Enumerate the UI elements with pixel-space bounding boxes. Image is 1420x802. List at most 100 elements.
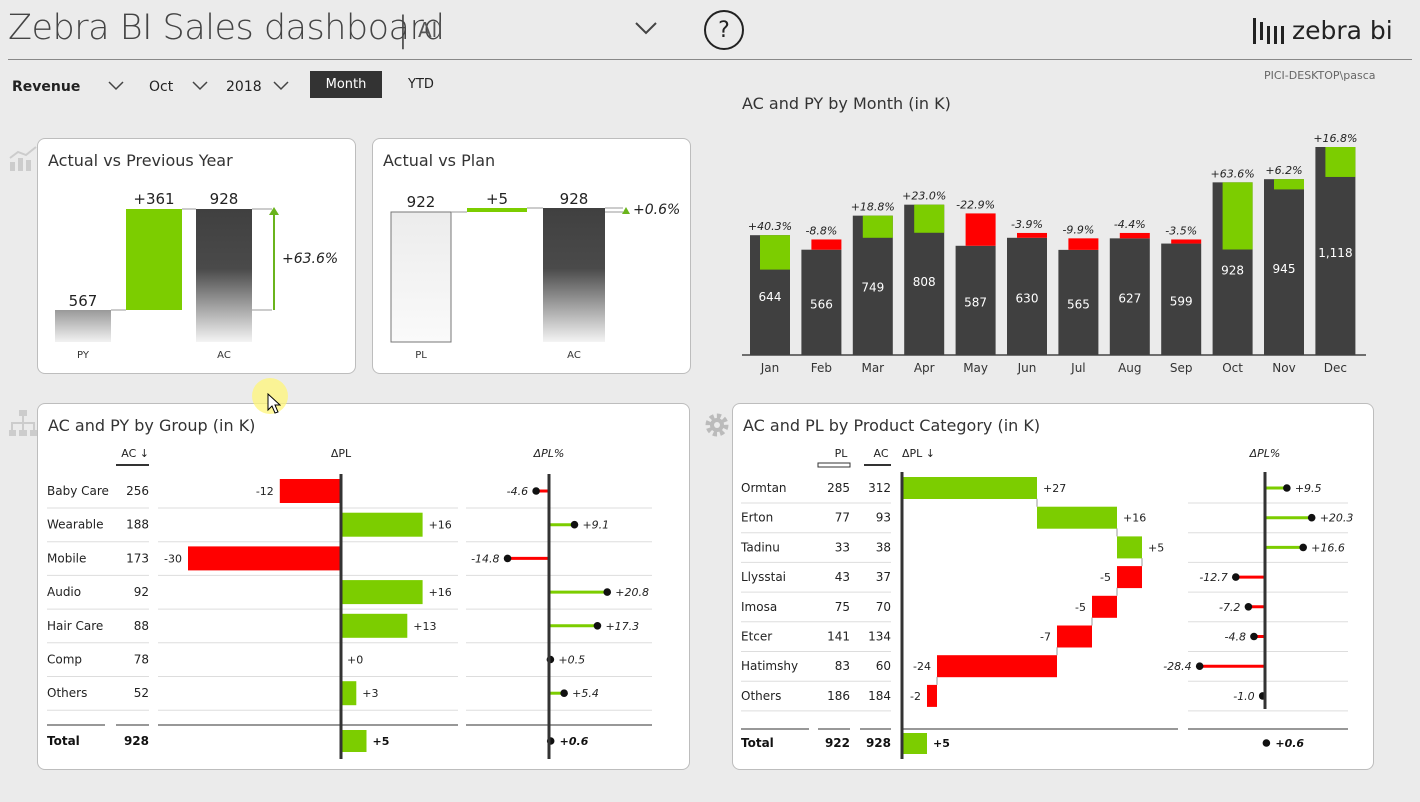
dplpct-column-header: ΔPL% (1249, 447, 1281, 460)
dpl-column-header[interactable]: ΔPL ↓ (902, 447, 935, 460)
monthly-bar-chart: 644 +40.3% Jan 566 -8.8% Feb 749 +18.8% Mar 808 +2… (742, 132, 1366, 375)
variance-label: +16 (429, 586, 452, 599)
ac-cell: 60 (876, 659, 891, 673)
chevron-down-icon[interactable] (108, 81, 124, 91)
delta-pct-label: +6.2% (1265, 164, 1302, 177)
ac-column-header: AC (873, 447, 888, 460)
ac-bar (1007, 237, 1047, 355)
waterfall-bar (937, 655, 1057, 678)
row-label: Etcer (741, 630, 772, 644)
ac-bar (852, 215, 893, 355)
ac-cell: 312 (868, 481, 891, 495)
total-pct-dot (1262, 739, 1271, 747)
row-label: Comp (47, 653, 82, 667)
delta-pct-label: +63.6% (1211, 167, 1255, 180)
ac-cell: 173 (126, 551, 149, 565)
title-separator: | (397, 10, 409, 50)
total-ac-cell: 928 (124, 734, 149, 748)
ac-column-header[interactable]: AC ↓ (121, 447, 149, 460)
month-tick-label: May (963, 361, 988, 375)
pct-dot (570, 520, 579, 529)
total-variance-bar (902, 733, 927, 754)
ac-cell: 37 (876, 570, 891, 584)
variance-bar (341, 613, 408, 638)
variance-label: +16 (429, 519, 452, 532)
chevron-down-icon[interactable] (634, 20, 658, 36)
pl-cell: 43 (835, 570, 850, 584)
variance-bar (188, 546, 341, 571)
month-tick-label: Apr (914, 361, 935, 375)
month-tick-label: Mar (861, 361, 884, 375)
waterfall-bar (927, 684, 937, 707)
dplpct-column-header: ΔPL% (533, 447, 565, 460)
pct-dot (560, 689, 568, 697)
total-label: Total (47, 734, 80, 748)
filter-dropdown-value[interactable]: All (418, 18, 443, 42)
ac-value-label: 627 (1118, 292, 1141, 306)
variance-label: -5 (1100, 571, 1111, 584)
waterfall-bar (1092, 595, 1117, 618)
month-tick-label: Oct (1222, 361, 1243, 375)
ac-bar (1109, 238, 1150, 355)
delta-pct-label: -9.9% (1062, 223, 1094, 236)
row-label: Llysstai (741, 570, 786, 584)
chevron-down-icon[interactable] (192, 81, 208, 91)
chevron-down-icon[interactable] (273, 81, 289, 91)
ac-bar (196, 209, 252, 342)
delta-bar (1119, 232, 1150, 239)
ac-value-label: 808 (913, 275, 936, 289)
ac-axis-label: AC (567, 350, 581, 361)
pct-label: +0.5 (558, 654, 585, 667)
pct-dot (603, 588, 612, 596)
pct-label: -4.6 (507, 485, 528, 498)
user-name: PICI-DESKTOP\pasca (1264, 69, 1376, 82)
row-label: Imosa (741, 600, 777, 614)
ac-vs-py-card: Actual vs Previous Year 567 +361 928 +63… (37, 138, 356, 374)
delta-bar (1325, 147, 1356, 177)
pl-cell: 33 (835, 540, 850, 554)
row-label: Mobile (47, 551, 86, 565)
variance-label: +13 (413, 620, 436, 633)
group-variance-table: AC ↓ ΔPL ΔPL% Baby Care 256 -12 -4.6 Wearable 18… (47, 447, 652, 759)
py-value: 567 (69, 292, 98, 310)
variance-label: +3 (362, 687, 378, 700)
ac-value-label: 1,118 (1318, 246, 1352, 260)
delta-bar (1171, 239, 1202, 244)
month-dropdown[interactable]: Oct (149, 79, 174, 95)
pl-cell: 75 (835, 600, 850, 614)
ac-cell: 38 (876, 540, 891, 554)
chart-trend-icon (9, 146, 37, 171)
card-title: Actual vs Plan (383, 151, 496, 170)
pct-label: +16.6 (1311, 541, 1345, 554)
pct-dot (1244, 603, 1253, 611)
pct-label: +20.3 (1320, 512, 1354, 525)
help-button[interactable]: ? (704, 10, 744, 50)
month-toggle-button[interactable]: Month (310, 71, 382, 98)
arrow-up-icon (622, 207, 630, 214)
pct-dot (1195, 662, 1204, 670)
variance-bar (341, 580, 423, 605)
row-label: Others (47, 686, 87, 700)
total-variance-label: +5 (373, 735, 390, 748)
delta-bar (862, 215, 893, 238)
measure-dropdown[interactable]: Revenue (12, 79, 81, 95)
pct-dot (593, 622, 602, 630)
gear-icon[interactable] (703, 411, 731, 439)
hierarchy-icon (9, 410, 37, 436)
row-label: Erton (741, 511, 773, 525)
month-tick-label: Jan (760, 361, 780, 375)
delta-bar (126, 209, 182, 310)
year-dropdown[interactable]: 2018 (226, 79, 262, 95)
ac-bar (1315, 147, 1356, 355)
pct-dot (1250, 632, 1258, 641)
ytd-toggle-button[interactable]: YTD (408, 77, 434, 92)
month-tick-label: Jun (1017, 361, 1037, 375)
delta-pct-label: -4.4% (1114, 218, 1146, 231)
pct-dot (1283, 484, 1291, 492)
pct-dot (1231, 573, 1240, 581)
ac-cell: 134 (868, 630, 891, 644)
delta-pct-label: +16.8% (1313, 132, 1357, 145)
pl-axis-label: PL (415, 350, 427, 361)
ac-bar (543, 208, 605, 342)
delta-pct-label: -3.9% (1011, 218, 1043, 231)
